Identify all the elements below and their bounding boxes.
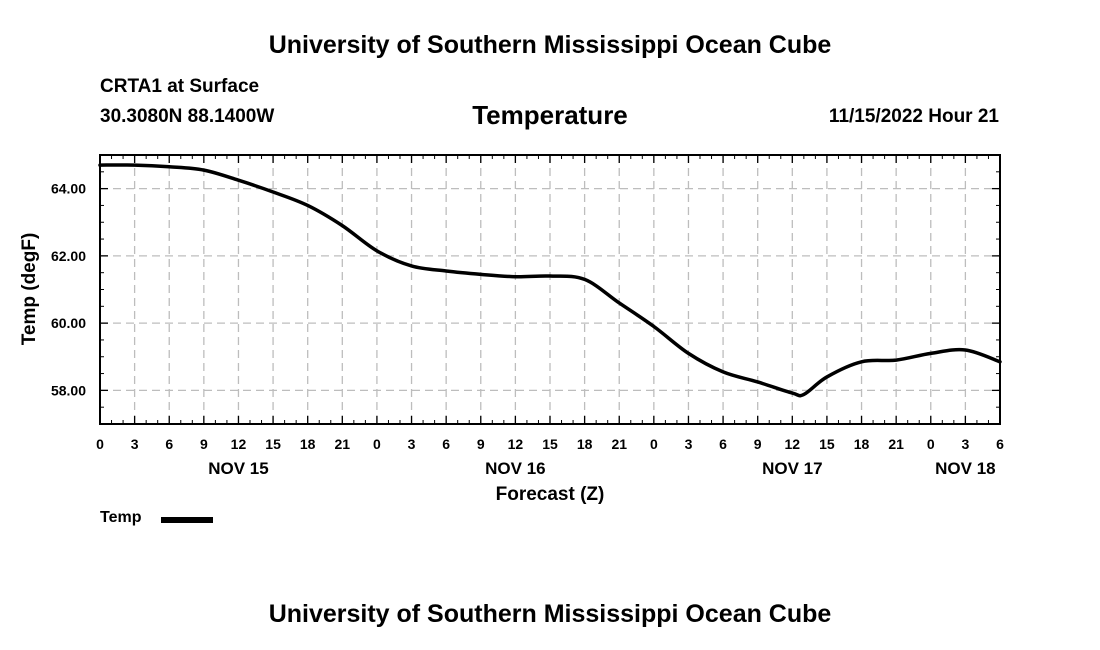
x-axis-title: Forecast (Z) [496, 484, 605, 505]
x-tick-label: 6 [442, 436, 450, 452]
x-tick-label: 21 [335, 436, 351, 452]
y-axis-title: Temp (degF) [19, 233, 40, 346]
legend-label-temp: Temp [100, 509, 142, 526]
x-tick-label: 12 [785, 436, 801, 452]
chart-title: Temperature [472, 100, 628, 130]
x-tick-label: 6 [165, 436, 173, 452]
x-day-label: NOV 15 [208, 459, 268, 478]
x-day-label: NOV 17 [762, 459, 822, 478]
x-tick-label: 0 [927, 436, 935, 452]
x-tick-label: 6 [996, 436, 1004, 452]
x-tick-label: 9 [200, 436, 208, 452]
x-tick-label: 15 [265, 436, 281, 452]
x-tick-label: 9 [477, 436, 485, 452]
x-tick-label: 15 [542, 436, 558, 452]
coordinates-label: 30.3080N 88.1400W [100, 106, 275, 127]
x-tick-label: 3 [408, 436, 416, 452]
legend-swatch-temp [161, 517, 213, 523]
y-tick-label: 60.00 [51, 315, 86, 331]
x-tick-label: 3 [131, 436, 139, 452]
y-tick-label: 62.00 [51, 248, 86, 264]
x-tick-label: 21 [611, 436, 627, 452]
x-tick-label: 0 [650, 436, 658, 452]
legend: Temp [100, 509, 141, 527]
x-tick-label: 12 [231, 436, 247, 452]
x-day-label: NOV 18 [935, 459, 995, 478]
y-tick-label: 64.00 [51, 181, 86, 197]
x-day-label: NOV 16 [485, 459, 545, 478]
station-label: CRTA1 at Surface [100, 76, 260, 97]
axis-ticks [99, 154, 1001, 425]
x-tick-label: 9 [754, 436, 762, 452]
forecast-datetime: 11/15/2022 Hour 21 [828, 106, 999, 127]
axis-labels: 0 3 6 9 12 15 18 21 0 3 6 9 12 15 18 21 0 3 6 9 12 15 18 21 0 3 6 5… [51, 181, 1004, 478]
x-tick-label: 18 [854, 436, 870, 452]
x-tick-label: 15 [819, 436, 835, 452]
temp-series-line [98, 163, 1002, 398]
x-tick-label: 6 [719, 436, 727, 452]
y-tick-label: 58.00 [51, 382, 86, 398]
x-tick-label: 3 [961, 436, 969, 452]
x-tick-label: 12 [508, 436, 524, 452]
grid-lines [100, 155, 1000, 424]
page-title-top: University of Southern Mississippi Ocean… [268, 31, 832, 59]
page-title-bottom: University of Southern Mississippi Ocean… [268, 600, 832, 628]
x-tick-label: 0 [96, 436, 104, 452]
x-tick-label: 21 [888, 436, 904, 452]
x-tick-label: 18 [577, 436, 593, 452]
x-tick-label: 3 [685, 436, 693, 452]
x-tick-label: 18 [300, 436, 316, 452]
x-tick-label: 0 [373, 436, 381, 452]
